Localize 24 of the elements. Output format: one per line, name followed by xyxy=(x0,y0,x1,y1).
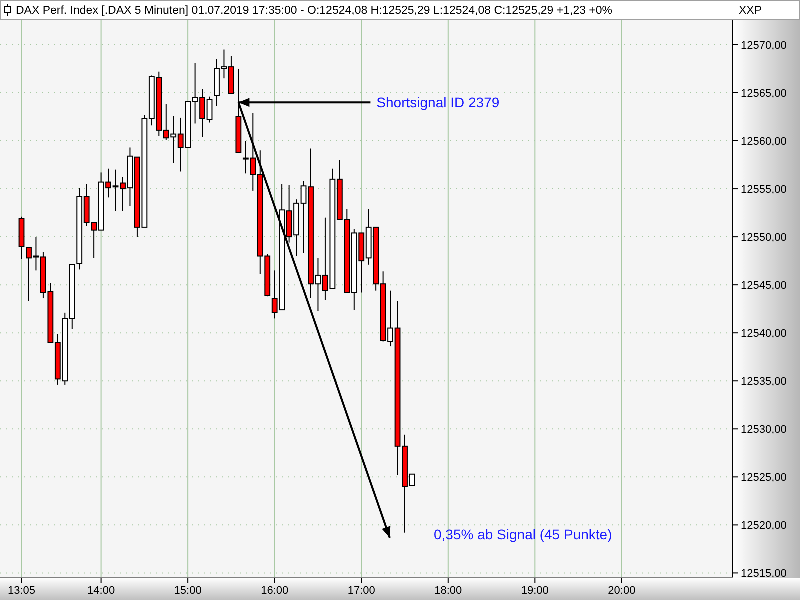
x-tick-label: 17:00 xyxy=(348,585,376,597)
y-tick-label: 12550,00 xyxy=(741,232,787,244)
y-tick-label: 12540,00 xyxy=(741,328,787,340)
y-tick-label: 12525,00 xyxy=(741,472,787,484)
x-tick-label: 20:00 xyxy=(608,585,636,597)
text: XXP xyxy=(739,5,762,17)
y-tick-label: 12530,00 xyxy=(741,424,787,436)
y-tick-label: 12520,00 xyxy=(741,520,787,532)
y-tick-label: 12560,00 xyxy=(741,136,787,148)
annotation: Shortsignal ID 2379 xyxy=(376,94,500,110)
y-tick-label: 12565,00 xyxy=(741,88,787,100)
x-tick-label: 16:00 xyxy=(261,585,289,597)
y-tick-label: 12570,00 xyxy=(741,40,787,52)
x-tick-label: 19:00 xyxy=(521,585,549,597)
chart-title: DAX Perf. Index [.DAX 5 Minuten] 01.07.2019 17:35:00 - O:12524,08 H:12525,29 L:12524,08 C:12525,29 +1,23 +0% xyxy=(16,5,613,17)
annotation: 0,35% ab Signal (45 Punkte) xyxy=(434,526,612,542)
x-tick-label: 18:00 xyxy=(434,585,462,597)
y-tick-label: 12535,00 xyxy=(741,376,787,388)
y-tick-label: 12515,00 xyxy=(741,568,787,580)
x-tick-label: 14:00 xyxy=(88,585,116,597)
x-tick-label: 15:00 xyxy=(174,585,202,597)
x-tick-label: 13:05 xyxy=(8,585,36,597)
y-tick-label: 12545,00 xyxy=(741,280,787,292)
y-tick-label: 12555,00 xyxy=(741,184,787,196)
